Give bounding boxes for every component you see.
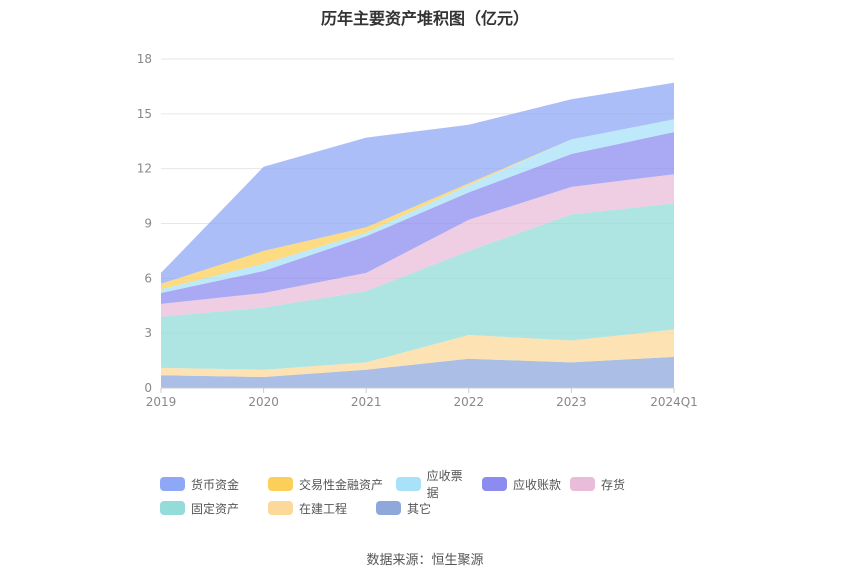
legend-label: 存货 [601,477,626,492]
x-tick-label: 2020 [248,395,279,409]
x-tick-label: 2024Q1 [650,395,698,409]
legend-item[interactable]: 其它 [376,496,476,520]
legend-label: 在建工程 [299,501,348,516]
x-tick-label: 2019 [146,395,177,409]
legend-item[interactable]: 存货 [570,472,626,496]
legend-label: 固定资产 [191,501,240,516]
data-source: 数据来源：恒生聚源 [366,553,484,568]
legend-swatch [160,477,185,491]
y-tick-label: 3 [144,326,152,340]
legend-item[interactable]: 固定资产 [160,496,260,520]
area-series-1 [161,329,674,377]
x-tick-label: 2021 [351,395,382,409]
y-tick-label: 12 [137,162,152,176]
y-tick-label: 15 [137,107,152,121]
area-series-4 [161,132,674,304]
area-series-5 [161,119,674,293]
legend-item[interactable]: 货币资金 [160,472,260,496]
x-tick-label: 2023 [556,395,587,409]
legend: 货币资金 交易性金融资产 应收票据 应收账款 存货固定资产 在建工程 其它 [160,469,720,520]
area-series-3 [161,174,674,317]
legend-swatch [268,477,293,491]
y-tick-label: 9 [144,217,152,231]
y-tick-label: 18 [137,52,152,66]
legend-item[interactable]: 应收票据 [396,469,474,500]
chart-plot: 0 3 6 9 12 15 18 2019 2020 2021 2022 2023 2024Q1 [137,52,698,409]
legend-swatch [396,477,421,491]
legend-swatch [570,477,595,491]
legend-swatch [376,501,401,515]
legend-label: 其它 [407,501,432,516]
area-series-7 [161,82,674,284]
area-series-2 [161,203,674,370]
y-tick-label: 0 [144,381,152,395]
legend-item[interactable]: 交易性金融资产 [268,472,388,496]
legend-label: 交易性金融资产 [299,477,384,492]
legend-item[interactable]: 应收账款 [482,472,562,496]
legend-label: 应收账款 [513,477,562,492]
y-tick-label: 6 [144,271,152,285]
legend-swatch [482,477,507,491]
legend-item[interactable]: 在建工程 [268,496,368,520]
x-tick-label: 2022 [454,395,485,409]
area-series-6 [161,119,674,290]
area-series-0 [161,356,674,388]
legend-swatch [268,501,293,515]
chart-title: 历年主要资产堆积图（亿元） [320,9,529,28]
legend-label: 货币资金 [191,477,240,492]
legend-swatch [160,501,185,515]
